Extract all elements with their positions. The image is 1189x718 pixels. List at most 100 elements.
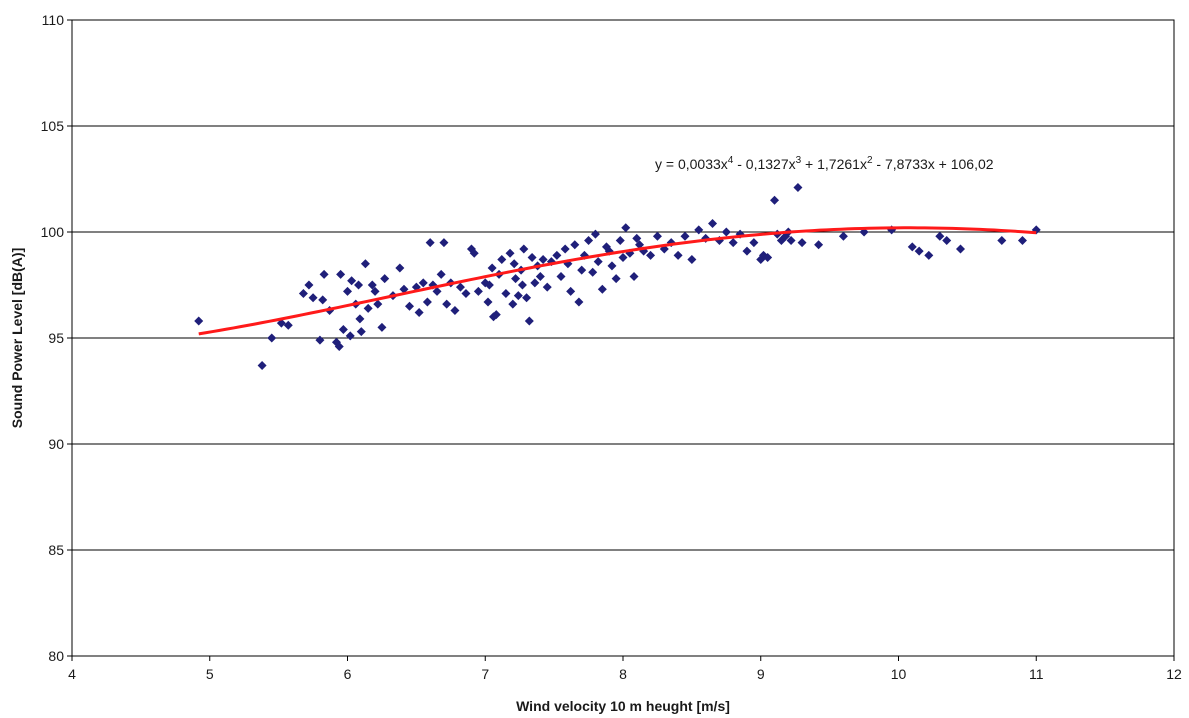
data-point bbox=[508, 299, 518, 309]
data-point bbox=[319, 269, 329, 279]
y-tick-labels: 80 85 90 95 100 105 110 bbox=[41, 12, 65, 664]
equation-part-3: + 1,7261x bbox=[801, 156, 867, 172]
data-point bbox=[538, 255, 548, 265]
data-point bbox=[450, 305, 460, 315]
data-point bbox=[742, 246, 752, 256]
equation-exp-1: 4 bbox=[728, 155, 734, 166]
data-point bbox=[997, 235, 1007, 245]
data-point bbox=[194, 316, 204, 326]
y-tick-label-105: 105 bbox=[41, 118, 65, 134]
data-point bbox=[814, 240, 824, 250]
data-point bbox=[469, 248, 479, 258]
x-tick-label-6: 6 bbox=[344, 666, 352, 682]
data-point bbox=[797, 238, 807, 248]
data-point bbox=[308, 293, 318, 303]
data-point bbox=[356, 327, 366, 337]
data-point bbox=[935, 231, 945, 241]
data-point bbox=[584, 235, 594, 245]
axis-ticks bbox=[67, 19, 1175, 661]
data-point bbox=[473, 286, 483, 296]
data-point bbox=[347, 276, 357, 286]
data-point bbox=[914, 246, 924, 256]
data-point bbox=[522, 293, 532, 303]
data-point bbox=[318, 295, 328, 305]
data-point bbox=[414, 308, 424, 318]
trendline-equation: y = 0,0033x4 - 0,1327x3 + 1,7261x2 - 7,8… bbox=[655, 155, 994, 172]
data-point bbox=[770, 195, 780, 205]
data-point bbox=[257, 361, 267, 371]
data-point bbox=[283, 320, 293, 330]
data-point bbox=[461, 288, 471, 298]
data-point bbox=[618, 252, 628, 262]
x-tick-label-8: 8 bbox=[619, 666, 627, 682]
y-tick-label-85: 85 bbox=[48, 542, 64, 558]
data-point bbox=[298, 288, 308, 298]
data-point bbox=[588, 267, 598, 277]
data-point bbox=[694, 225, 704, 235]
equation-part-1: y = 0,0033x bbox=[655, 156, 728, 172]
y-tick-label-80: 80 bbox=[48, 648, 64, 664]
data-point bbox=[552, 250, 562, 260]
data-point bbox=[373, 299, 383, 309]
y-tick-label-95: 95 bbox=[48, 330, 64, 346]
data-point bbox=[611, 274, 621, 284]
x-tick-label-5: 5 bbox=[206, 666, 214, 682]
data-point bbox=[566, 286, 576, 296]
data-point bbox=[483, 297, 493, 307]
data-point bbox=[652, 231, 662, 241]
data-point bbox=[635, 240, 645, 250]
data-point bbox=[524, 316, 534, 326]
data-point bbox=[763, 252, 773, 262]
data-point bbox=[367, 280, 377, 290]
data-point bbox=[560, 244, 570, 254]
data-point bbox=[511, 274, 521, 284]
data-point bbox=[621, 223, 631, 233]
data-point bbox=[338, 325, 348, 335]
data-point bbox=[304, 280, 314, 290]
data-point bbox=[629, 272, 639, 282]
data-point bbox=[607, 261, 617, 271]
data-point bbox=[380, 274, 390, 284]
data-point bbox=[924, 250, 934, 260]
data-point bbox=[360, 259, 370, 269]
data-point bbox=[728, 238, 738, 248]
x-tick-label-12: 12 bbox=[1166, 666, 1182, 682]
data-point bbox=[1017, 235, 1027, 245]
data-point bbox=[577, 265, 587, 275]
data-point bbox=[436, 269, 446, 279]
data-point bbox=[442, 299, 452, 309]
x-tick-label-7: 7 bbox=[481, 666, 489, 682]
data-point bbox=[535, 272, 545, 282]
x-tick-labels: 4 5 6 7 8 9 10 11 12 bbox=[68, 666, 1182, 682]
data-point bbox=[501, 288, 511, 298]
data-point bbox=[432, 286, 442, 296]
data-point bbox=[786, 235, 796, 245]
data-point bbox=[570, 240, 580, 250]
y-tick-label-110: 110 bbox=[42, 12, 65, 28]
trendline bbox=[198, 226, 1037, 336]
data-point bbox=[597, 284, 607, 294]
data-point bbox=[315, 335, 325, 345]
data-point bbox=[673, 250, 683, 260]
data-point bbox=[355, 314, 365, 324]
data-point bbox=[593, 257, 603, 267]
data-point bbox=[455, 282, 465, 292]
data-point bbox=[497, 255, 507, 265]
data-point bbox=[354, 280, 364, 290]
data-point bbox=[395, 263, 405, 273]
data-point bbox=[509, 259, 519, 269]
x-tick-label-10: 10 bbox=[891, 666, 907, 682]
data-point bbox=[646, 250, 656, 260]
data-point bbox=[942, 235, 952, 245]
data-point bbox=[632, 233, 642, 243]
data-point bbox=[377, 322, 387, 332]
data-point bbox=[334, 341, 344, 351]
data-point bbox=[370, 286, 380, 296]
data-point bbox=[487, 263, 497, 273]
data-point bbox=[749, 238, 759, 248]
data-point bbox=[491, 310, 501, 320]
data-point bbox=[404, 301, 414, 311]
x-axis-title: Wind velocity 10 m heught [m/s] bbox=[516, 698, 730, 714]
x-tick-label-4: 4 bbox=[68, 666, 76, 682]
